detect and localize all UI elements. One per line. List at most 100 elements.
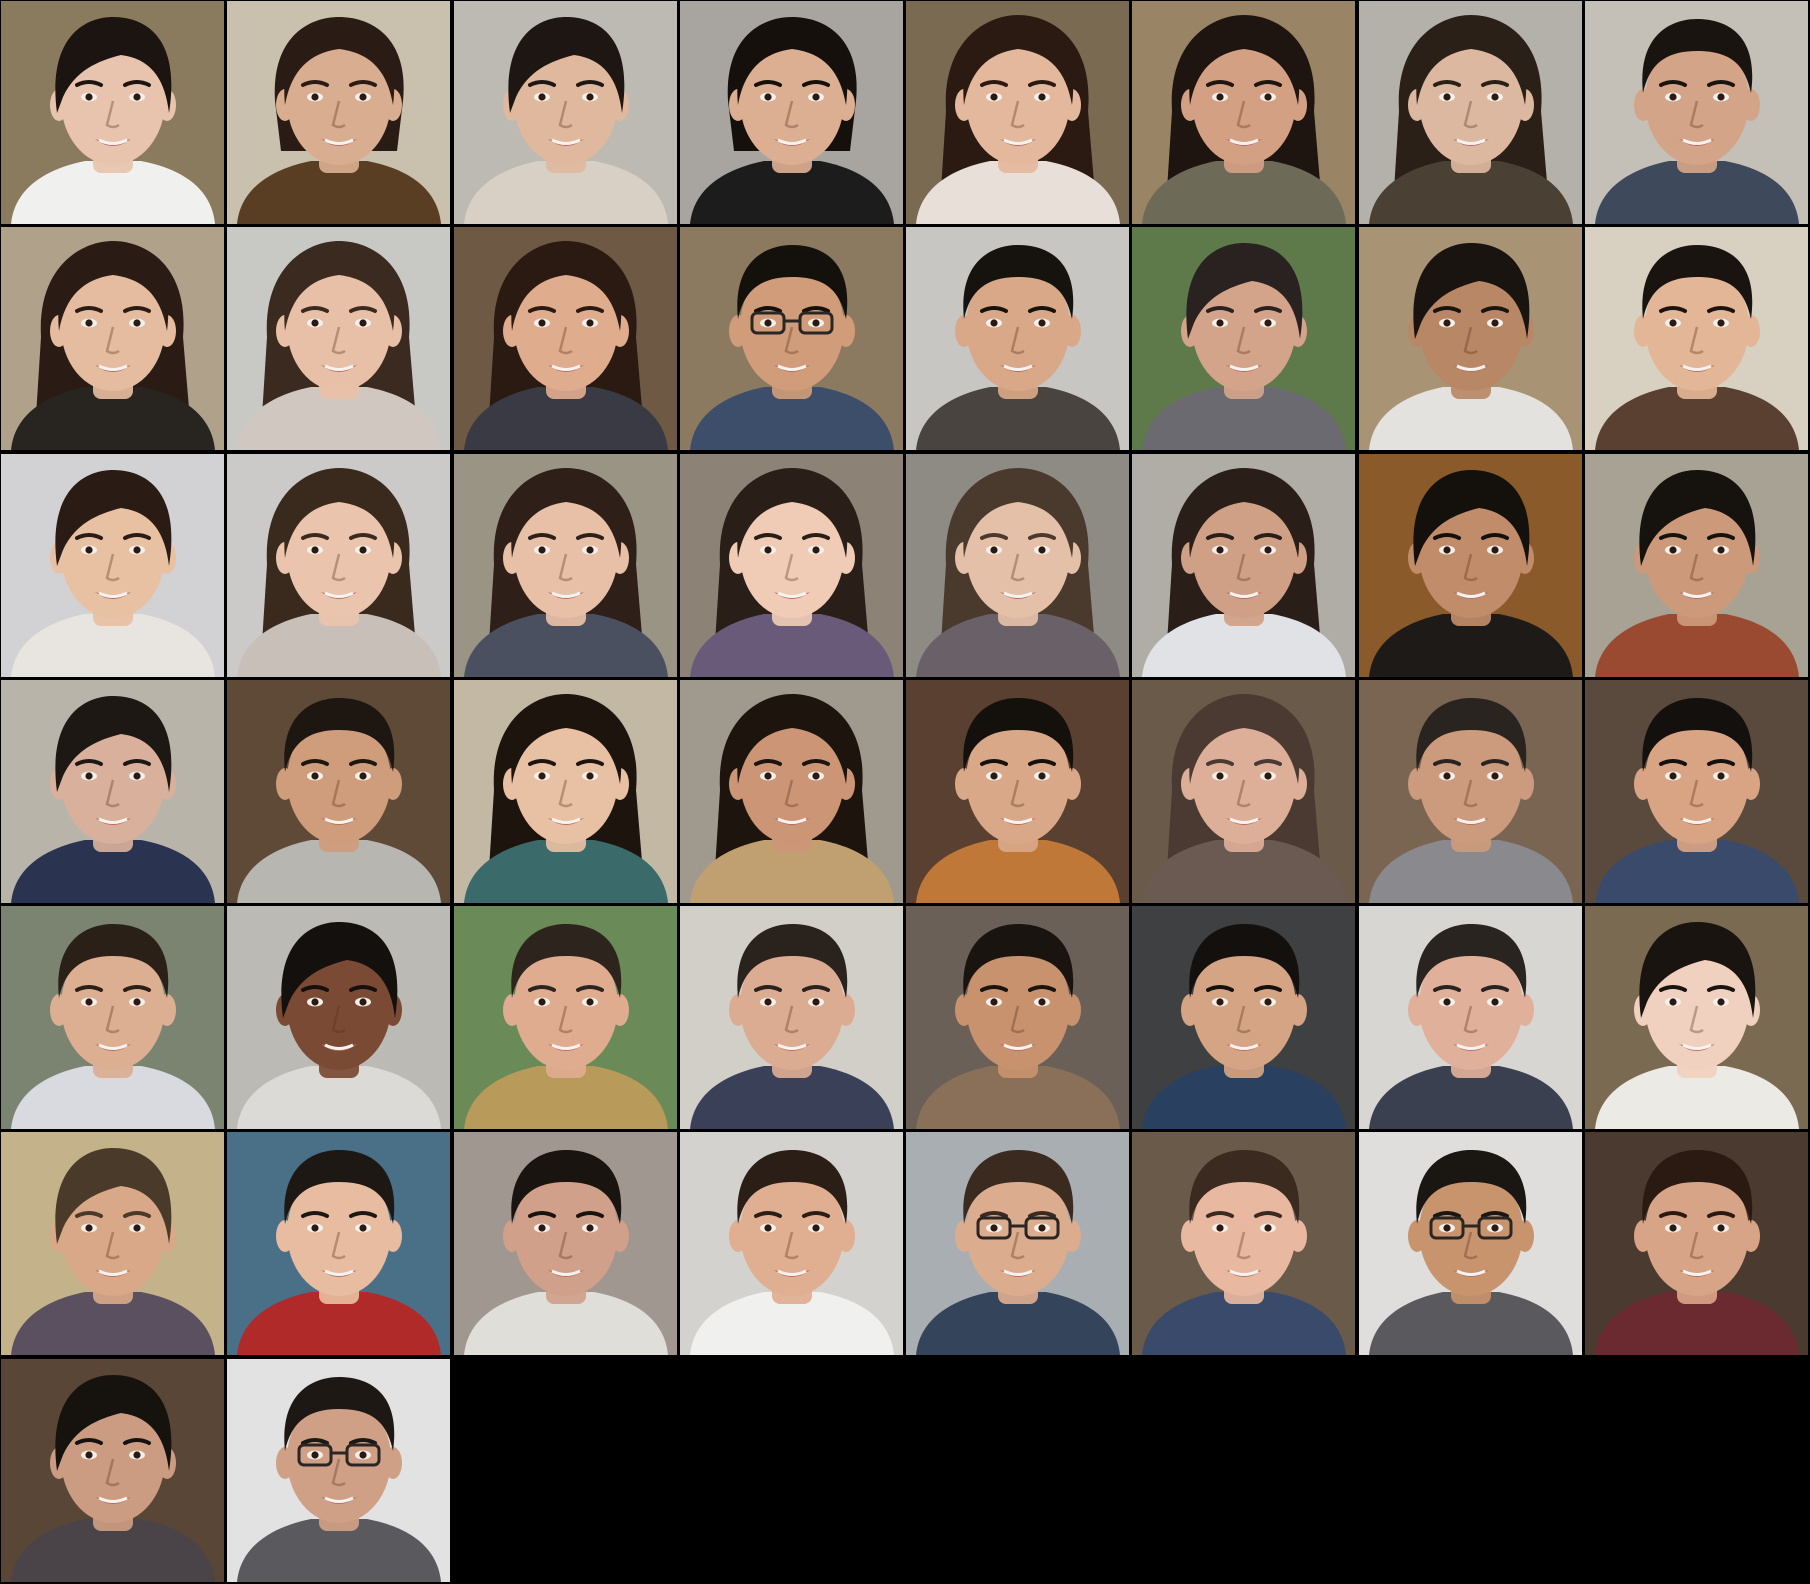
head: [1419, 263, 1523, 391]
pupil-right: [1264, 1224, 1272, 1232]
hair-top: [1186, 243, 1303, 339]
head: [966, 263, 1070, 391]
face-tile: [1359, 227, 1582, 450]
shirt: [1595, 387, 1799, 450]
eyebrow-left: [301, 1211, 329, 1218]
hair-top: [511, 924, 622, 998]
shirt: [690, 1292, 894, 1355]
head: [966, 1168, 1070, 1296]
face-portrait: [1, 906, 224, 1129]
face-tile: [1585, 1132, 1808, 1355]
shirt: [1369, 614, 1573, 677]
head: [966, 37, 1070, 165]
pupil-left: [1216, 1224, 1224, 1232]
hair-top: [1416, 698, 1527, 772]
face-portrait: [1359, 1132, 1582, 1355]
eyebrow-left: [528, 985, 556, 992]
teeth: [1229, 1269, 1259, 1276]
pupil-right: [1717, 998, 1725, 1006]
head: [61, 942, 165, 1070]
nose: [105, 326, 120, 355]
teeth: [777, 591, 807, 598]
hair-top: [1189, 474, 1300, 558]
pupil-left: [990, 93, 998, 101]
nose: [1236, 326, 1251, 355]
teeth: [1229, 364, 1259, 371]
face-tile: [1359, 1, 1582, 224]
eyebrow-right: [349, 80, 377, 87]
face-portrait: [906, 680, 1129, 903]
teeth: [551, 1043, 581, 1050]
eyebrow-right: [1254, 533, 1282, 540]
hair-top: [737, 1150, 848, 1224]
head: [1192, 716, 1296, 844]
pupil-left: [311, 772, 319, 780]
eyebrow-left: [528, 306, 556, 313]
eyebrow-right: [349, 759, 377, 766]
eyebrow-left: [528, 1211, 556, 1218]
shirt: [11, 1066, 215, 1129]
head: [740, 490, 844, 618]
pupil-right: [812, 93, 820, 101]
eyebrow-left: [754, 1211, 782, 1218]
pupil-right: [1491, 998, 1499, 1006]
face-tile: [454, 227, 677, 450]
teeth: [1229, 817, 1259, 824]
eyebrow-right: [1707, 759, 1735, 766]
nose: [331, 326, 346, 355]
pupil-left: [764, 1224, 772, 1232]
teeth: [1682, 591, 1712, 598]
shirt: [916, 161, 1120, 224]
pupil-left: [538, 998, 546, 1006]
shirt: [237, 1066, 441, 1129]
nose: [1236, 553, 1251, 582]
eyebrow-right: [1028, 80, 1056, 87]
face-portrait: [906, 906, 1129, 1129]
face-portrait: [906, 227, 1129, 450]
pupil-left: [990, 772, 998, 780]
face-portrait: [680, 227, 903, 450]
teeth: [324, 1496, 354, 1503]
eyebrow-left: [1659, 80, 1687, 87]
pupil-right: [586, 546, 594, 554]
pupil-right: [1717, 1224, 1725, 1232]
face-tile: [1585, 454, 1808, 677]
head: [1645, 490, 1749, 618]
pupil-left: [1669, 546, 1677, 554]
nose: [331, 553, 346, 582]
head: [287, 1395, 391, 1523]
face-portrait: [680, 1, 903, 224]
eyebrow-right: [123, 759, 151, 766]
teeth: [324, 364, 354, 371]
head: [1192, 490, 1296, 618]
face-portrait: [680, 454, 903, 677]
glasses-lens-right: [798, 311, 834, 335]
eyebrow-left: [1433, 306, 1461, 313]
hair-top: [1413, 243, 1530, 339]
nose: [1010, 326, 1025, 355]
face-tile: [1, 906, 224, 1129]
nose: [1236, 100, 1251, 129]
face-tile: [680, 680, 903, 903]
pupil-left: [764, 319, 772, 327]
pupil-right: [1264, 93, 1272, 101]
nose: [1236, 1231, 1251, 1260]
nose: [331, 1231, 346, 1260]
nose: [558, 1231, 573, 1260]
face-tile: [906, 1, 1129, 224]
head: [287, 716, 391, 844]
pupil-left: [990, 998, 998, 1006]
face-portrait: [1132, 454, 1355, 677]
eyebrow-left: [980, 80, 1008, 87]
shirt: [464, 840, 668, 903]
head: [1192, 1168, 1296, 1296]
hair-top: [55, 696, 172, 792]
pupil-right: [133, 998, 141, 1006]
hair-top: [55, 470, 172, 566]
teeth: [777, 817, 807, 824]
eyebrow-left: [75, 533, 103, 540]
pupil-right: [1491, 319, 1499, 327]
nose: [1010, 1005, 1025, 1034]
pupil-left: [1443, 772, 1451, 780]
